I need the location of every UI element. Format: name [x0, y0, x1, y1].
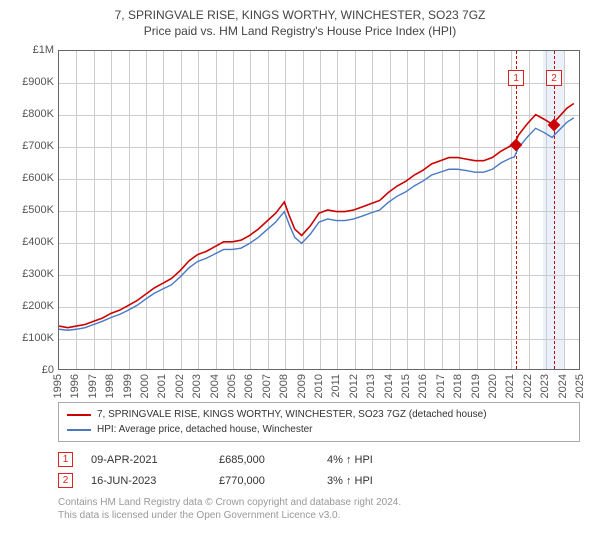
x-axis-label: 2013: [365, 374, 377, 398]
plot-region: 12: [58, 50, 580, 370]
series-line: [59, 118, 574, 330]
y-axis-label: £1M: [33, 44, 54, 56]
x-axis-label: 2001: [156, 374, 168, 398]
y-axis-label: £100K: [22, 332, 54, 344]
attribution-line: This data is licensed under the Open Gov…: [58, 509, 580, 522]
x-axis-label: 2004: [209, 374, 221, 398]
series-line: [59, 103, 574, 327]
y-axis-label: £800K: [22, 108, 54, 120]
event-row-badge: 2: [58, 473, 73, 488]
x-axis-label: 2000: [139, 374, 151, 398]
x-axis-label: 2025: [574, 374, 586, 398]
legend-item: HPI: Average price, detached house, Winc…: [67, 422, 571, 437]
event-pct: 3% ↑ HPI: [327, 475, 373, 487]
x-axis-label: 2014: [383, 374, 395, 398]
x-axis-label: 2008: [278, 374, 290, 398]
y-axis-label: £700K: [22, 140, 54, 152]
event-date: 16-JUN-2023: [91, 475, 201, 487]
x-axis-label: 2015: [400, 374, 412, 398]
x-axis-label: 2010: [313, 374, 325, 398]
x-axis-label: 2003: [191, 374, 203, 398]
legend-label: 7, SPRINGVALE RISE, KINGS WORTHY, WINCHE…: [97, 407, 487, 422]
x-axis-label: 1999: [122, 374, 134, 398]
attribution-line: Contains HM Land Registry data © Crown c…: [58, 496, 580, 509]
x-axis-label: 1995: [52, 374, 64, 398]
x-axis-label: 2007: [261, 374, 273, 398]
legend: 7, SPRINGVALE RISE, KINGS WORTHY, WINCHE…: [58, 402, 580, 442]
legend-swatch: [67, 414, 91, 416]
legend-label: HPI: Average price, detached house, Winc…: [97, 422, 313, 437]
x-axis-label: 2023: [539, 374, 551, 398]
x-axis-label: 2024: [557, 374, 569, 398]
y-axis-label: £500K: [22, 204, 54, 216]
chart-subtitle: Price paid vs. HM Land Registry's House …: [12, 24, 588, 38]
x-axis-label: 2009: [296, 374, 308, 398]
x-axis-label: 1997: [87, 374, 99, 398]
x-axis-label: 2011: [330, 374, 342, 398]
event-price: £685,000: [219, 454, 309, 466]
x-axis-label: 2017: [435, 374, 447, 398]
y-axis-label: £200K: [22, 300, 54, 312]
attribution: Contains HM Land Registry data © Crown c…: [58, 496, 580, 522]
legend-swatch: [67, 429, 91, 431]
x-axis-label: 1996: [69, 374, 81, 398]
event-badge: 2: [546, 70, 562, 86]
y-axis-label: £900K: [22, 76, 54, 88]
x-axis-label: 2006: [243, 374, 255, 398]
x-axis-label: 2018: [452, 374, 464, 398]
event-row: 1 09-APR-2021 £685,000 4% ↑ HPI: [58, 452, 580, 467]
event-badge: 1: [508, 70, 524, 86]
x-axis-label: 2005: [226, 374, 238, 398]
event-date: 09-APR-2021: [91, 454, 201, 466]
event-row-badge: 1: [58, 452, 73, 467]
event-table: 1 09-APR-2021 £685,000 4% ↑ HPI 2 16-JUN-2023…: [58, 452, 580, 488]
x-axis-label: 2020: [487, 374, 499, 398]
x-axis-label: 2012: [348, 374, 360, 398]
x-axis-label: 2022: [522, 374, 534, 398]
x-axis-label: 2016: [417, 374, 429, 398]
x-axis-label: 1998: [104, 374, 116, 398]
y-axis-label: £600K: [22, 172, 54, 184]
legend-item: 7, SPRINGVALE RISE, KINGS WORTHY, WINCHE…: [67, 407, 571, 422]
event-pct: 4% ↑ HPI: [327, 454, 373, 466]
x-axis-label: 2019: [470, 374, 482, 398]
chart-title: 7, SPRINGVALE RISE, KINGS WORTHY, WINCHE…: [12, 8, 588, 22]
y-axis-label: £400K: [22, 236, 54, 248]
x-axis-label: 2002: [174, 374, 186, 398]
event-price: £770,000: [219, 475, 309, 487]
chart-area: £0£100K£200K£300K£400K£500K£600K£700K£80…: [12, 46, 588, 396]
event-row: 2 16-JUN-2023 £770,000 3% ↑ HPI: [58, 473, 580, 488]
y-axis-label: £300K: [22, 268, 54, 280]
x-axis-label: 2021: [504, 374, 516, 398]
